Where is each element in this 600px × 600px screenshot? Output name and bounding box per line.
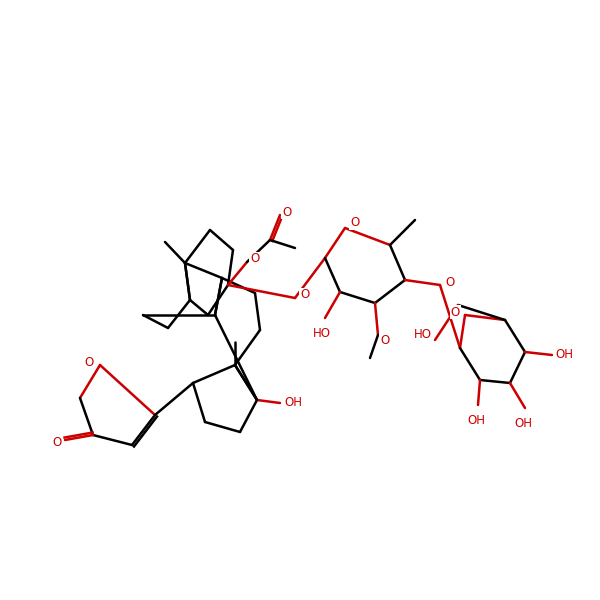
Text: O: O <box>445 275 454 289</box>
Text: OH: OH <box>514 417 532 430</box>
Text: HO: HO <box>414 329 432 341</box>
Text: OH: OH <box>555 349 573 361</box>
Text: O: O <box>52 436 62 449</box>
Text: O: O <box>250 253 259 265</box>
Text: O: O <box>282 205 291 218</box>
Text: O: O <box>350 217 359 229</box>
Text: O: O <box>451 305 460 319</box>
Text: HO: HO <box>313 327 331 340</box>
Text: O: O <box>85 356 94 370</box>
Text: OH: OH <box>467 414 485 427</box>
Text: OH: OH <box>284 397 302 409</box>
Text: O: O <box>300 289 309 301</box>
Text: O: O <box>380 334 389 346</box>
